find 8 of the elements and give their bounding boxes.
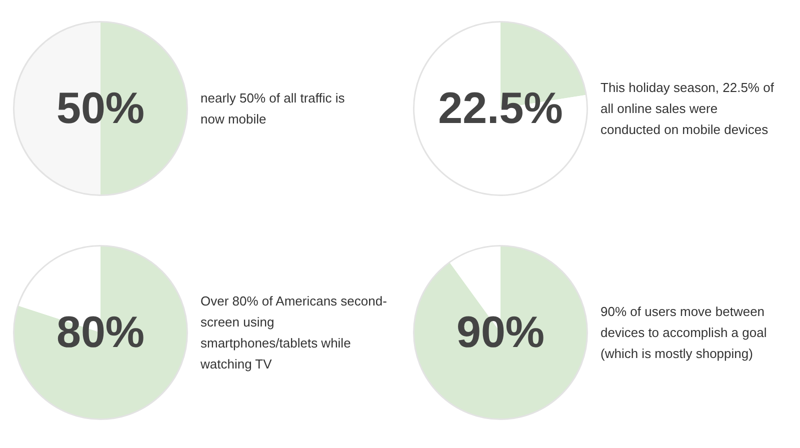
text: 22.5% [438, 84, 563, 133]
text: 90% [456, 308, 545, 357]
text: nearly 50% of all traffic is now mobile [200, 90, 346, 126]
text: 90% of users move between devices to accomplish a goal (which is mostly shopping) [600, 304, 767, 361]
text: Over 80% of Americans second-screen using smartphones/tablets while watching TV [200, 294, 387, 372]
text: 80% [56, 308, 145, 357]
text: 50% [56, 84, 145, 133]
text: This holiday season, 22.5% of all online sales were conducted on mobile devices [600, 80, 774, 137]
